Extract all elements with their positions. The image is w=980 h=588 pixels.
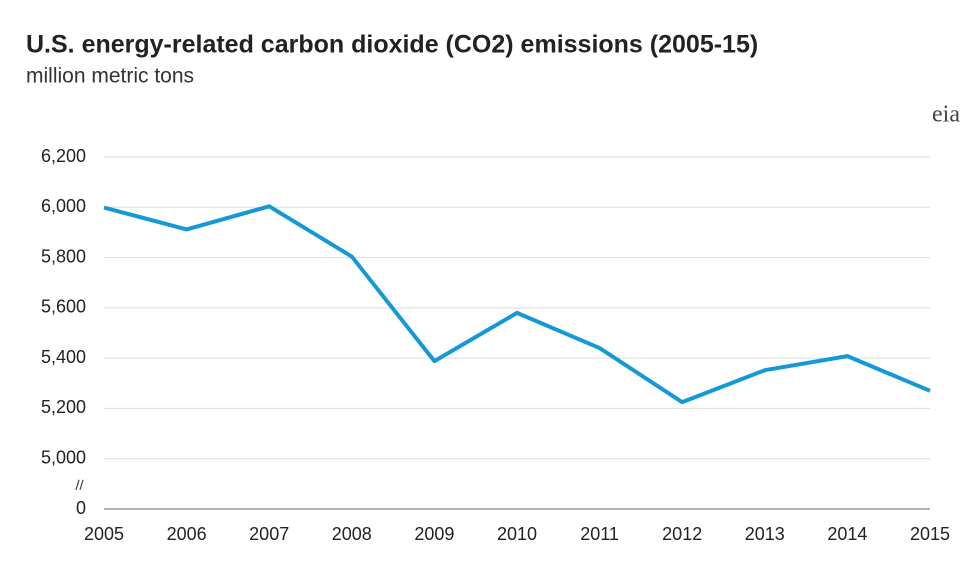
x-tick-label: 2011 — [580, 524, 619, 544]
chart-title: U.S. energy-related carbon dioxide (CO2)… — [26, 31, 758, 59]
y-tick-label: 0 — [76, 498, 86, 518]
x-tick-label: 2010 — [497, 524, 537, 544]
y-tick-label: 5,200 — [41, 397, 86, 417]
y-tick-label: 5,000 — [41, 447, 86, 467]
axis-break — [79, 479, 84, 491]
x-tick-label: 2009 — [414, 524, 454, 544]
y-tick-label: 5,600 — [41, 297, 86, 317]
y-tick-label: 5,400 — [41, 347, 86, 367]
x-tick-label: 2015 — [910, 524, 950, 544]
y-tick-label: 5,800 — [41, 246, 86, 266]
logo: eia — [932, 102, 960, 128]
x-tick-label: 2008 — [332, 524, 372, 544]
line — [103, 204, 931, 405]
x-tick-label: 2014 — [827, 524, 867, 544]
x-tick-label: 2006 — [167, 524, 207, 544]
x-tick-label: 2005 — [84, 524, 124, 544]
x-tick-label: 2007 — [249, 524, 289, 544]
x-tick-label: 2013 — [745, 524, 785, 544]
axis-break — [75, 479, 80, 491]
y-tick-label: 6,000 — [41, 196, 86, 216]
chart-subtitle: million metric tons — [26, 65, 194, 88]
y-tick-label: 6,200 — [41, 146, 86, 166]
x-tick-label: 2012 — [662, 524, 702, 544]
